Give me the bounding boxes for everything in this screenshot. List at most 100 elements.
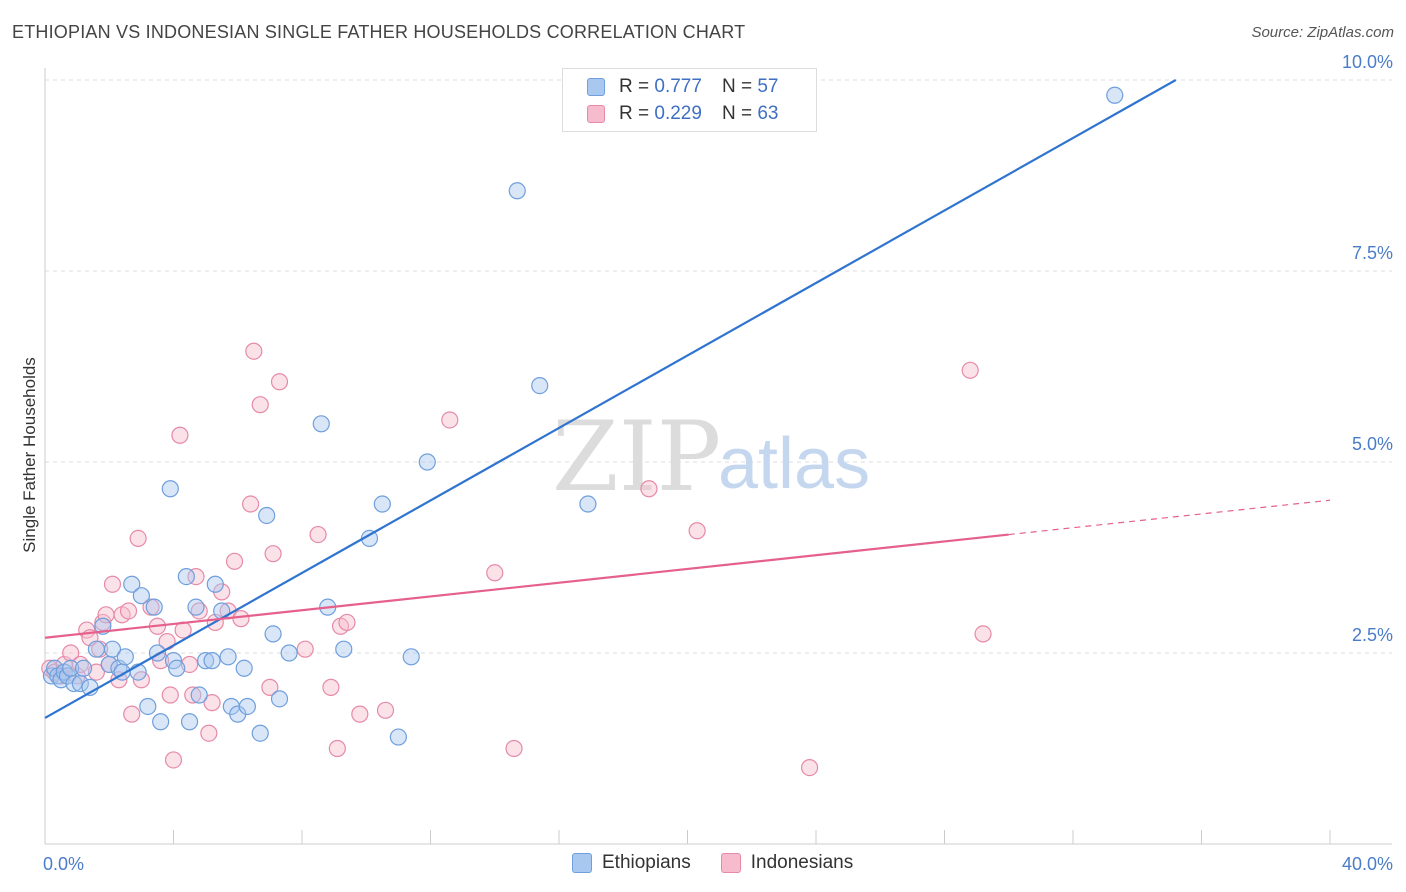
ethiopians-point (190, 686, 208, 704)
watermark: ZIP atlas (552, 401, 870, 513)
indonesians-swatch (587, 105, 605, 123)
legend-label-indonesians: Indonesians (750, 852, 854, 873)
ethiopians-point (152, 713, 170, 731)
ethiopians-point (177, 567, 195, 586)
indonesians-point (103, 575, 122, 593)
n-value: 57 (757, 76, 779, 97)
r-value: 0.777 (654, 76, 702, 97)
legend-row-ethiopians: R = 0.777 N = 57 (587, 74, 778, 100)
indonesians-point (800, 758, 819, 777)
indonesians-trend-line (44, 533, 1009, 639)
tick-labels: 2.5% 5.0% 7.5% 10.0% 0.0% 40.0% (43, 52, 1393, 874)
watermark-zip: ZIP (552, 401, 721, 513)
indonesians-point (251, 396, 269, 414)
indonesians-point (180, 655, 199, 674)
indonesians-point (296, 640, 314, 658)
indonesians-point (688, 522, 706, 540)
indonesians-point (200, 724, 218, 742)
indonesians-point (119, 602, 138, 620)
x-tick-label: 40.0% (1342, 854, 1393, 874)
ethiopians-point (235, 659, 253, 677)
ethiopians-point (145, 598, 163, 616)
ethiopians-point (139, 697, 157, 716)
r-label: R = (619, 103, 650, 124)
indonesians-point (225, 552, 244, 570)
y-tick-label: 10.0% (1342, 52, 1393, 72)
ethiopians-point (197, 652, 215, 670)
y-tick-label: 2.5% (1352, 625, 1393, 645)
axes (44, 68, 1392, 845)
indonesians-point (441, 411, 459, 429)
correlation-legend: R = 0.777 N = 57 R = 0.229 N = 63 (562, 68, 817, 132)
ethiopians-point (508, 182, 526, 200)
ethiopians-point (132, 587, 150, 605)
indonesians-point (232, 610, 250, 628)
ethiopians-point (116, 648, 134, 666)
legend-item-ethiopians[interactable]: Ethiopians (572, 852, 691, 874)
trend-lines (44, 79, 1331, 719)
ethiopians-point (206, 575, 224, 593)
indonesians-point (486, 564, 504, 582)
indonesians-trend-extension (1008, 499, 1331, 536)
ethiopians-point (531, 377, 549, 395)
ethiopians-point (373, 495, 391, 513)
grid-lines (45, 79, 1392, 654)
ethiopians-point (280, 644, 298, 662)
ethiopians-point (335, 640, 353, 658)
ethiopians-point (87, 640, 106, 658)
indonesians-point (123, 705, 141, 723)
ethiopians-point (264, 625, 282, 643)
indonesians-swatch (720, 853, 741, 873)
ethiopians-trend-line (44, 79, 1177, 719)
ethiopians-swatch (572, 853, 592, 873)
ethiopians-point (1106, 86, 1124, 104)
indonesians-point (640, 480, 658, 498)
n-label: N = (721, 76, 753, 97)
legend-row-indonesians: R = 0.229 N = 63 (587, 101, 778, 127)
ethiopians-point (219, 648, 237, 666)
ethiopians-point (270, 690, 289, 708)
ethiopians-point (312, 415, 330, 433)
indonesians-point (203, 694, 221, 712)
ethiopians-swatch (587, 78, 605, 96)
indonesians-point (338, 613, 356, 632)
indonesians-point (161, 686, 179, 704)
indonesians-point (309, 525, 327, 544)
n-value: 63 (757, 103, 779, 124)
ethiopians-point (389, 728, 407, 746)
r-label: R = (619, 76, 650, 97)
indonesians-point (974, 625, 992, 643)
ethiopians-point (203, 652, 221, 670)
legend-label-ethiopians: Ethiopians (602, 852, 691, 873)
ethiopians-point (418, 453, 436, 471)
indonesians-point (505, 739, 523, 758)
indonesians-point (242, 495, 260, 513)
indonesians-points (41, 342, 992, 777)
indonesians-point (184, 686, 202, 704)
ethiopians-point (213, 602, 231, 620)
indonesians-point (328, 739, 346, 758)
indonesians-point (270, 373, 289, 391)
y-tick-label: 5.0% (1352, 434, 1393, 454)
series-legend: Ethiopians Indonesians (572, 852, 883, 874)
ethiopians-point (579, 495, 597, 513)
indonesians-point (129, 529, 147, 548)
indonesians-point (264, 545, 282, 563)
ethiopians-points (42, 86, 1124, 746)
ethiopians-point (402, 648, 420, 666)
legend-item-indonesians[interactable]: Indonesians (720, 852, 854, 874)
indonesians-point (187, 567, 205, 586)
ethiopians-point (168, 659, 186, 677)
indonesians-point (376, 701, 395, 719)
indonesians-point (351, 705, 369, 723)
indonesians-point (164, 751, 183, 769)
indonesians-point (171, 426, 189, 444)
chart-source: Source: ZipAtlas.com (1251, 24, 1394, 41)
indonesians-point (245, 342, 263, 360)
ethiopians-point (123, 575, 141, 593)
chart-title: ETHIOPIAN VS INDONESIAN SINGLE FATHER HO… (12, 22, 746, 42)
indonesians-point (87, 663, 106, 681)
ethiopians-point (65, 674, 83, 693)
indonesians-point (62, 644, 80, 662)
